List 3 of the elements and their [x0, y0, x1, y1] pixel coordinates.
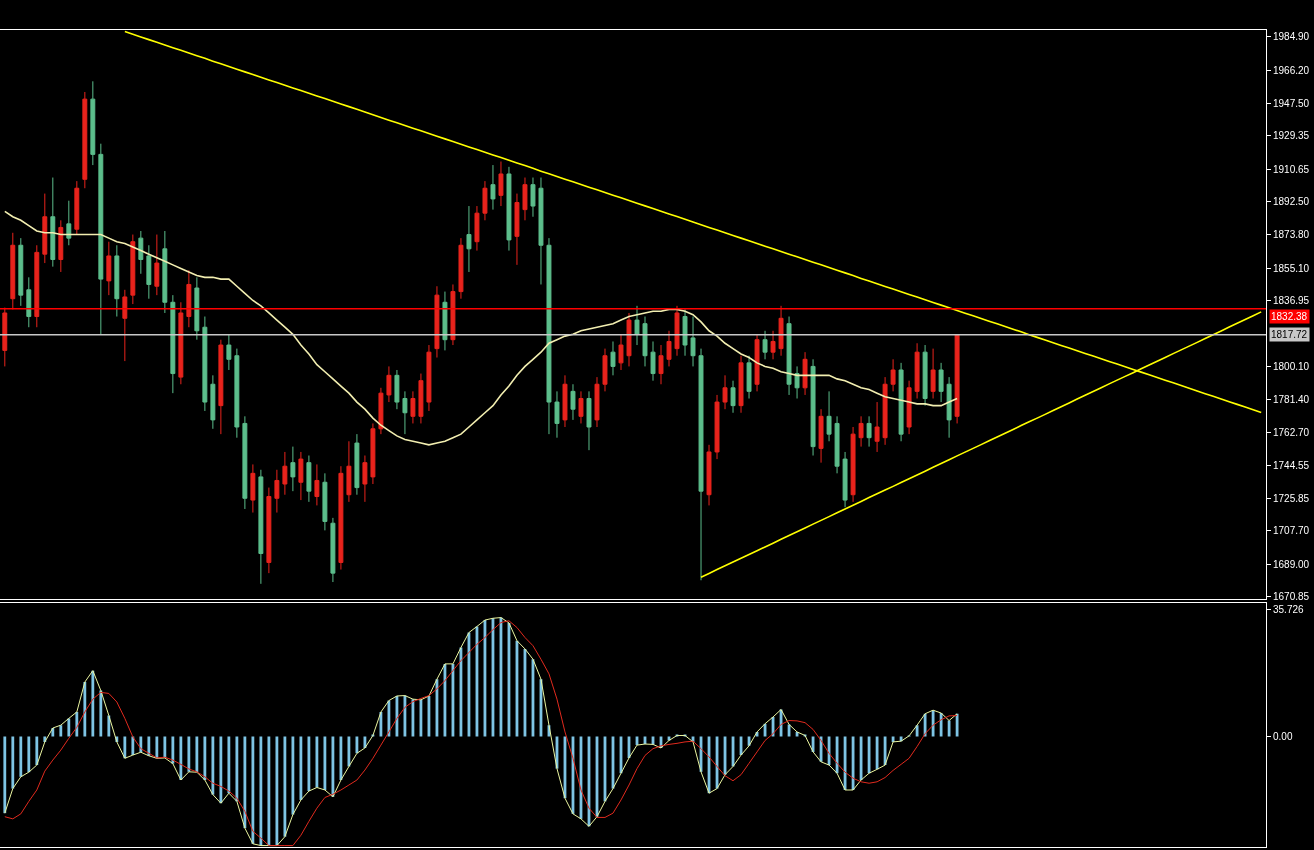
y-tick-label: 1670.85 [1273, 591, 1310, 603]
y-tick-label: 0.00 [1273, 731, 1293, 743]
y-tick-label: 35.726 [1273, 603, 1305, 615]
